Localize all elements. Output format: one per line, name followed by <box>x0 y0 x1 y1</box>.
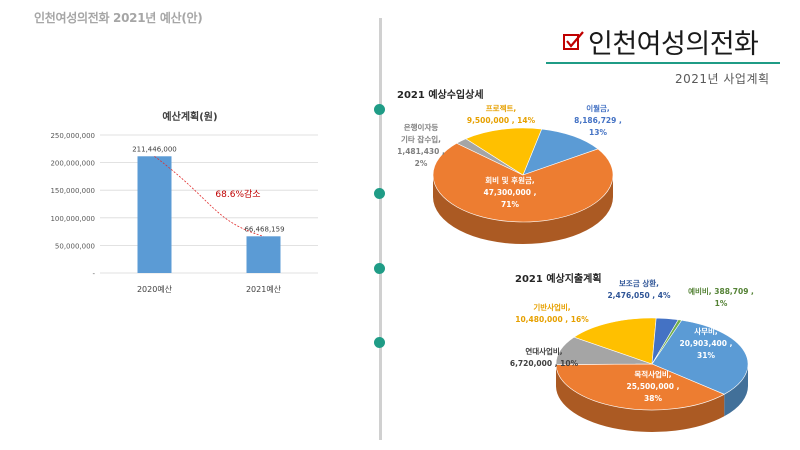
pie-slice <box>432 142 614 223</box>
y-tick-label: 150,000,000 <box>50 187 95 195</box>
pie-slice-side <box>556 364 725 432</box>
y-tick-label: 50,000,000 <box>55 242 95 250</box>
pie-slice-side <box>433 175 613 244</box>
pie-slice <box>651 319 749 395</box>
pie-data-label: 47,300,000 , <box>484 188 537 197</box>
timeline-bullet-1 <box>374 104 385 115</box>
pie-data-label: 31% <box>697 351 715 360</box>
pie-data-label: 38% <box>644 394 662 403</box>
income-pie-labels: 이월금, 8,186,729 , 13% 회비 및 후원금, 47,300,000 , 7… <box>397 103 622 209</box>
bar-chart-x-labels: 2020예산 2021예산 <box>137 284 282 294</box>
brand-underline <box>546 62 780 64</box>
bar-chart-value-labels: 211,446,000 66,468,159 <box>132 145 284 233</box>
pie-data-label: 목적사업비, <box>634 369 671 379</box>
x-tick-label: 2020예산 <box>137 284 173 294</box>
pie-data-label: 8,186,729 , <box>574 116 622 125</box>
pie-slice <box>522 128 599 176</box>
pie-data-label: 기반사업비, <box>533 302 570 312</box>
y-tick-label: 250,000,000 <box>50 132 95 140</box>
bar <box>137 156 172 273</box>
budget-bar-chart: 예산계획(원) - 50,000,000 100,000,000 150,000,00… <box>50 110 318 294</box>
pie-data-label: 이월금, <box>586 103 610 113</box>
income-pie-slices <box>432 127 614 223</box>
brand-name: 인천여성의전화 <box>588 29 759 60</box>
income-pie-title: 2021 예상수입상세 <box>397 88 484 101</box>
pie-data-label: 연대사업비, <box>525 346 562 356</box>
pie-data-label: 20,903,400 , <box>680 339 733 348</box>
pie-data-label: 회비 및 후원금, <box>485 175 535 185</box>
brand-subtitle: 2021년 사업계획 <box>675 72 770 86</box>
pie-data-label: 9,500,000 , 14% <box>467 116 536 125</box>
bar <box>246 236 281 273</box>
pie-slice <box>555 363 725 411</box>
bar-value-label: 66,468,159 <box>244 225 284 233</box>
pie-slice-side <box>724 364 748 417</box>
expense-pie-title: 2021 예상지출계획 <box>515 272 602 285</box>
y-tick-label: - <box>92 270 95 278</box>
pie-data-label: 프로젝트, <box>486 103 517 113</box>
pie-slice <box>651 319 683 365</box>
pie-data-label: 1% <box>715 299 728 308</box>
expense-pie-chart: 2021 예상지출계획 사무비, 20,903,400 , 31% 목적사업비, 25,… <box>510 272 754 432</box>
pie-data-label: 2,476,050 , 4% <box>607 291 671 300</box>
income-pie-chart: 2021 예상수입상세 이월금, 8,186,729 , 13% 회비 및 후원금, 4… <box>397 88 622 244</box>
timeline-bullet-3 <box>374 263 385 274</box>
center-divider <box>379 18 382 440</box>
expense-pie-slices <box>555 317 749 411</box>
y-tick-label: 100,000,000 <box>50 215 95 223</box>
timeline-bullet-2 <box>374 188 385 199</box>
decrease-annotation: 68.6%감소 <box>215 188 260 200</box>
bar-value-label: 211,446,000 <box>132 145 177 153</box>
pie-data-label: 기타 잡수입, <box>401 134 441 144</box>
trend-line <box>154 155 264 237</box>
expense-pie-sides <box>556 364 748 432</box>
pie-slice <box>465 127 543 176</box>
pie-data-label: 보조금 상환, <box>619 278 659 288</box>
pie-data-label: 10,480,000 , 16% <box>515 315 589 324</box>
timeline-bullet-4 <box>374 337 385 348</box>
pie-data-label: 13% <box>589 128 607 137</box>
pie-slice <box>573 317 657 365</box>
pie-data-label: 25,500,000 , <box>627 382 680 391</box>
x-tick-label: 2021예산 <box>246 284 282 294</box>
bar-chart-grid <box>100 134 318 274</box>
bar-chart-title: 예산계획(원) <box>162 110 217 123</box>
check-box-icon <box>563 31 584 50</box>
expense-pie-labels: 사무비, 20,903,400 , 31% 목적사업비, 25,500,000 , 38%… <box>510 278 754 403</box>
pie-data-label: 6,720,000 , 10% <box>510 359 579 368</box>
bar-chart-bars <box>137 156 281 273</box>
pie-data-label: 1,481,430 , <box>397 147 445 156</box>
pie-data-label: 2% <box>415 159 428 168</box>
pie-data-label: 은행이자등 <box>404 122 439 132</box>
income-pie-sides <box>433 175 613 244</box>
y-tick-label: 200,000,000 <box>50 160 95 168</box>
pie-data-label: 사무비, <box>694 326 718 336</box>
page-title: 인천여성의전화 2021년 예산(안) <box>34 11 203 25</box>
pie-data-label: 71% <box>501 200 519 209</box>
pie-data-label: 예비비, 388,709 , <box>688 286 754 296</box>
bar-chart-y-ticks: - 50,000,000 100,000,000 150,000,000 200,000… <box>50 132 95 278</box>
